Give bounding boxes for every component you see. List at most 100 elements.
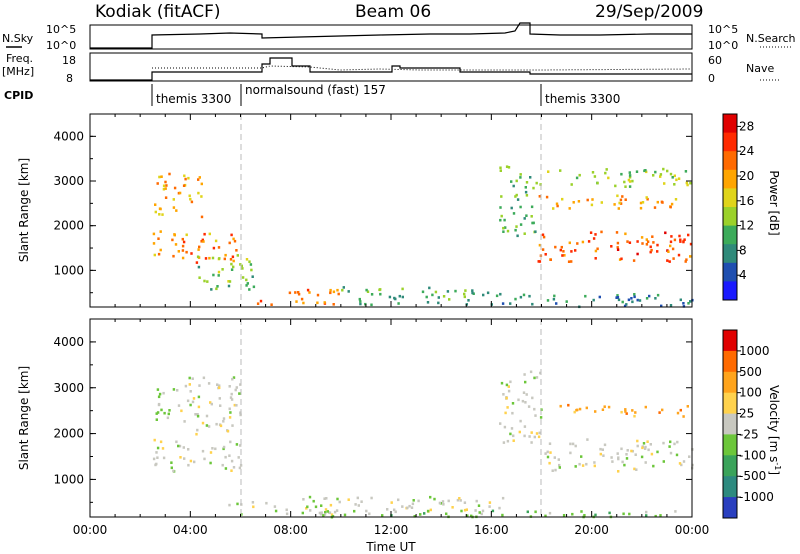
power-echo-cell [154, 203, 157, 206]
velocity-echo-cell [327, 511, 331, 514]
power-echo-cell [631, 179, 634, 183]
velocity-echo-cell [198, 384, 201, 387]
velocity-echo-cell [631, 409, 634, 412]
velocity-echo-cell [616, 452, 619, 455]
velocity-echo-cell [599, 452, 602, 456]
power-echo-cell [635, 170, 639, 173]
power-echo-cell [682, 305, 686, 308]
power-colorbar-tick-label: 4 [739, 268, 747, 282]
power-echo-cell [589, 231, 593, 234]
velocity-echo-cell [390, 501, 393, 504]
station-title: Kodiak (fitACF) [95, 2, 221, 22]
velocity-echo-cell [184, 384, 188, 388]
velocity-echo-cell [502, 441, 506, 444]
velocity-echo-cell [201, 449, 205, 453]
velocity-echo-cell [601, 408, 605, 411]
power-echo-cell [158, 175, 161, 179]
velocity-echo-cell [408, 504, 411, 508]
power-echo-cell [639, 206, 643, 210]
velocity-echo-cell [460, 509, 463, 513]
velocity-echo-cell [156, 388, 160, 391]
power-echo-cell [379, 288, 382, 291]
power-echo-cell [623, 304, 627, 308]
power-echo-cell [627, 298, 631, 302]
power-echo-cell [501, 302, 505, 305]
velocity-echo-cell [586, 438, 589, 441]
power-colorbar-swatch [723, 244, 737, 264]
power-echo-cell [636, 240, 639, 243]
velocity-colorbar-swatch [723, 455, 737, 477]
velocity-echo-cell [333, 510, 337, 514]
velocity-echo-cell [569, 442, 572, 446]
velocity-colorbar-tick-label: -25 [739, 427, 759, 441]
velocity-echo-cell [562, 514, 566, 517]
velocity-echo-cell [601, 448, 604, 451]
velocity-echo-cell [456, 498, 460, 502]
power-echo-cell [239, 263, 242, 266]
velocity-echo-cell [659, 514, 662, 517]
power-echo-cell [659, 173, 663, 176]
velocity-echo-cell [680, 463, 683, 467]
power-echo-cell [197, 265, 201, 269]
velocity-echo-cell [423, 512, 426, 515]
power-echo-cell [336, 288, 339, 292]
velocity-echo-cell [573, 410, 576, 414]
velocity-echo-cell [574, 444, 577, 448]
power-echo-cell [500, 195, 503, 198]
power-echo-cell [217, 270, 221, 274]
velocity-echo-cell [512, 434, 515, 438]
power-echo-cell [370, 303, 373, 307]
power-colorbar-tick-label: 20 [739, 169, 754, 183]
velocity-colorbar-swatch [723, 371, 737, 394]
power-echo-cell [674, 198, 678, 201]
velocity-echo-cell [274, 509, 278, 513]
power-echo-cell [217, 246, 221, 249]
velocity-echo-cell [202, 376, 206, 380]
velocity-echo-cell [330, 513, 334, 516]
power-echo-cell [559, 248, 562, 252]
power-echo-cell [577, 200, 581, 203]
power-echo-cell [600, 230, 603, 234]
velocity-echo-cell [675, 453, 679, 457]
power-echo-cell [437, 296, 440, 299]
velocity-echo-cell [401, 505, 404, 508]
power-echo-cell [649, 250, 652, 254]
velocity-echo-cell [650, 452, 654, 456]
power-echo-cell [168, 172, 171, 176]
velocity-echo-cell [445, 512, 448, 516]
power-echo-cell [640, 236, 644, 239]
velocity-echo-cell [238, 392, 241, 395]
power-echo-cell [546, 299, 550, 302]
power-echo-cell [308, 291, 311, 294]
power-echo-cell [200, 195, 203, 198]
power-echo-cell [463, 295, 466, 299]
velocity-echo-cell [214, 447, 217, 451]
velocity-echo-cell [194, 413, 197, 416]
power-echo-cell [184, 177, 187, 181]
velocity-colorbar-tick-label: 1000 [739, 344, 770, 358]
power-echo-cell [685, 181, 688, 185]
velocity-echo-cell [209, 401, 212, 404]
velocity-echo-cell [662, 441, 665, 445]
power-y-axis: 1000 2000 3000 4000 [53, 113, 692, 294]
power-echo-cell [677, 253, 681, 257]
power-echo-cell [649, 245, 652, 249]
velocity-echo-cell [231, 424, 234, 427]
power-echo-cell [370, 293, 374, 296]
power-echo-cell [211, 256, 215, 260]
power-echo-cell [172, 198, 175, 201]
power-echo-cell [535, 181, 538, 185]
power-echo-cell [297, 292, 301, 296]
velocity-colorbar-swatch [723, 497, 737, 519]
power-echo-cell [669, 244, 672, 248]
velocity-echo-cell [506, 406, 509, 409]
velocity-echo-cell [557, 458, 560, 461]
velocity-echo-cell [196, 413, 199, 416]
velocity-echo-cell [187, 463, 190, 467]
power-echo-cell [454, 289, 457, 293]
power-echo-cell [547, 170, 550, 173]
power-echo-cell [584, 294, 587, 298]
velocity-echo-cell [477, 504, 481, 507]
velocity-echo-cell [553, 456, 556, 459]
power-echo-cell [660, 200, 664, 204]
